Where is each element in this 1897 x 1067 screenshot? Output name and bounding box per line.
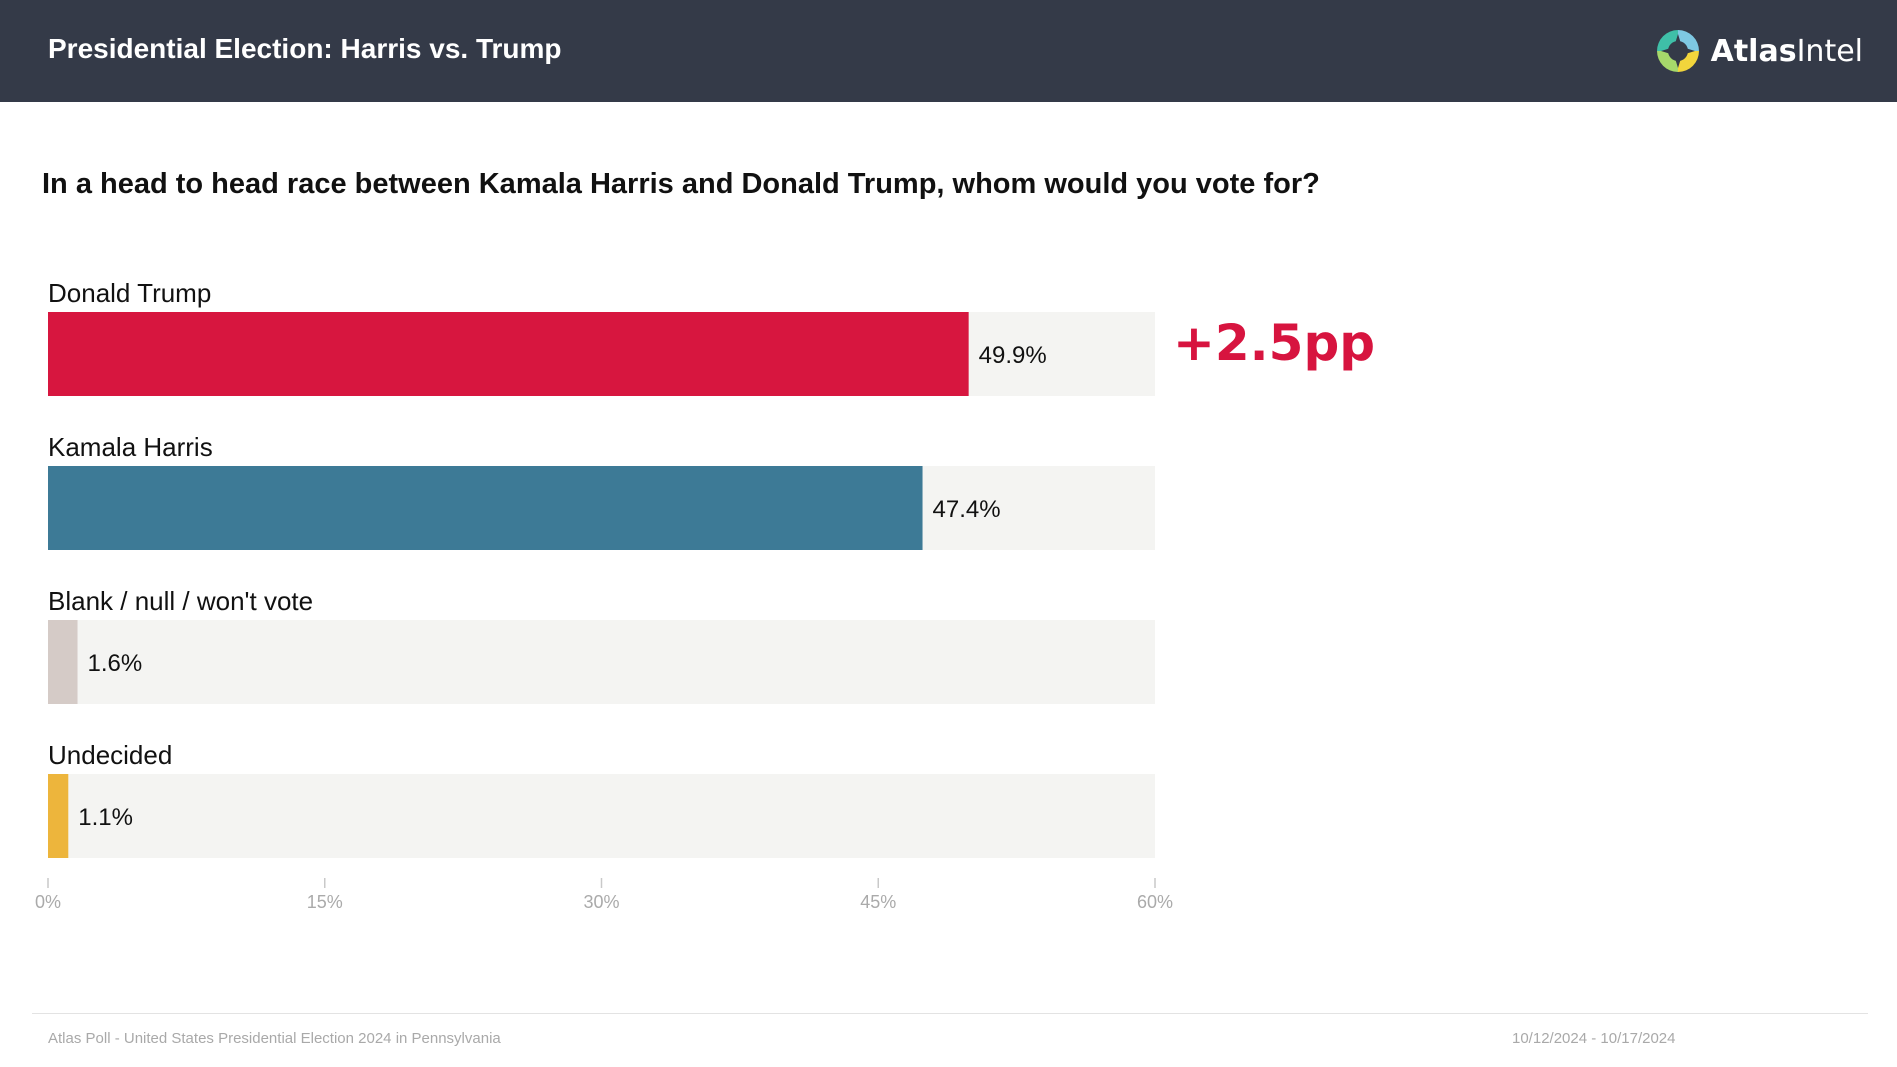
x-tick-label: 15% — [307, 892, 343, 912]
data-label: 1.6% — [88, 650, 143, 677]
category-label: Blank / null / won't vote — [48, 586, 313, 616]
bar-track — [48, 620, 1155, 704]
lead-margin-label: +2.5pp — [1173, 314, 1376, 372]
bar — [48, 774, 69, 858]
footer-source: Atlas Poll - United States Presidential … — [48, 1030, 501, 1047]
bar — [48, 312, 969, 396]
atlas-compass-icon — [1656, 30, 1699, 72]
footer-divider — [32, 1013, 1868, 1014]
category-label: Donald Trump — [48, 278, 211, 308]
footer-dates: 10/12/2024 - 10/17/2024 — [1512, 1030, 1676, 1047]
x-tick-label: 60% — [1137, 892, 1173, 912]
x-tick-label: 45% — [860, 892, 896, 912]
x-tick-label: 30% — [583, 892, 619, 912]
brand-name: AtlasIntel — [1711, 34, 1863, 69]
category-label: Undecided — [48, 740, 172, 770]
category-label: Kamala Harris — [48, 432, 213, 462]
page-title: Presidential Election: Harris vs. Trump — [48, 33, 562, 64]
data-label: 47.4% — [933, 496, 1001, 523]
bar — [48, 620, 78, 704]
brand-name-light: Intel — [1796, 33, 1863, 69]
brand-name-bold: Atlas — [1710, 33, 1797, 69]
data-label: 49.9% — [979, 342, 1047, 369]
header-bar: Presidential Election: Harris vs. Trump … — [0, 0, 1897, 102]
bar — [48, 466, 923, 550]
chart-question: In a head to head race between Kamala Ha… — [42, 168, 1320, 200]
x-tick-label: 0% — [35, 892, 61, 912]
brand-logo: AtlasIntel — [1655, 27, 1863, 75]
bar-track — [48, 774, 1155, 858]
data-label: 1.1% — [78, 804, 133, 831]
